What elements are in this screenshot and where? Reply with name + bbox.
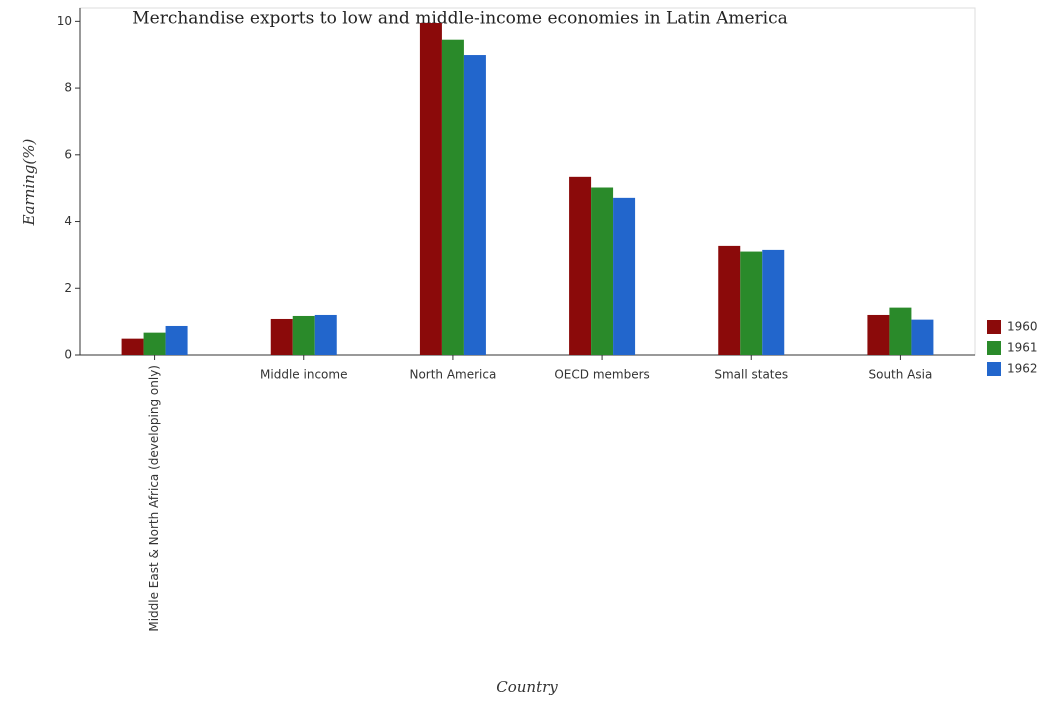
legend-label: 1960 bbox=[1007, 320, 1038, 334]
x-tick-label: South Asia bbox=[868, 368, 932, 382]
legend-label: 1961 bbox=[1007, 341, 1038, 355]
bar bbox=[419, 23, 442, 355]
bar bbox=[569, 176, 592, 355]
legend-swatch bbox=[987, 341, 1001, 355]
bar bbox=[121, 338, 144, 355]
bar bbox=[762, 249, 785, 355]
bar bbox=[718, 245, 741, 355]
bar bbox=[911, 319, 934, 355]
bar bbox=[740, 251, 763, 355]
x-tick-label: Small states bbox=[714, 368, 788, 382]
bar bbox=[613, 197, 636, 355]
bar bbox=[143, 332, 166, 355]
bar bbox=[165, 325, 188, 355]
bar bbox=[889, 307, 912, 355]
bar bbox=[867, 314, 890, 355]
y-tick-label: 4 bbox=[64, 214, 72, 228]
bar bbox=[591, 187, 614, 355]
x-tick-label: OECD members bbox=[554, 368, 649, 382]
x-tick-label: North America bbox=[409, 368, 496, 382]
x-tick-label: Middle income bbox=[260, 368, 347, 382]
bar bbox=[314, 314, 337, 355]
y-tick-label: 8 bbox=[64, 81, 72, 95]
bar bbox=[463, 55, 486, 355]
x-tick-label: Middle East & North Africa (developing o… bbox=[147, 365, 161, 632]
y-tick-label: 6 bbox=[64, 147, 72, 161]
y-tick-label: 2 bbox=[64, 281, 72, 295]
plot-frame bbox=[79, 7, 976, 356]
y-axis-title: Earning(%) bbox=[20, 138, 38, 226]
bar bbox=[292, 315, 315, 355]
legend-swatch bbox=[987, 362, 1001, 376]
legend-label: 1962 bbox=[1007, 362, 1038, 376]
y-tick-label: 10 bbox=[57, 14, 72, 28]
bar bbox=[270, 318, 293, 355]
chart-title: Merchandise exports to low and middle-in… bbox=[132, 9, 788, 29]
x-axis-title: Country bbox=[496, 678, 558, 696]
bar bbox=[441, 39, 464, 356]
legend-swatch bbox=[987, 320, 1001, 334]
y-tick-label: 0 bbox=[64, 348, 72, 362]
